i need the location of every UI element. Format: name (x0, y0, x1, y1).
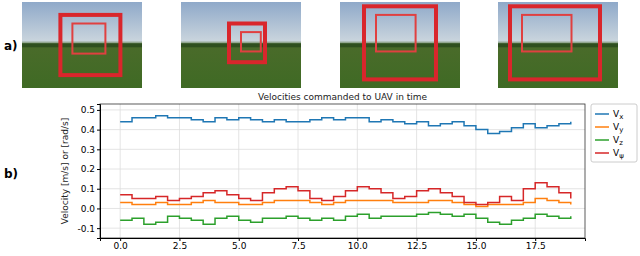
tick-mark (97, 189, 100, 190)
legend-label: Vψ (613, 148, 624, 160)
legend-swatch (595, 139, 609, 141)
x-tick: 7.5 (291, 238, 305, 251)
photo (22, 2, 142, 88)
x-tick: 10.0 (348, 238, 368, 251)
photo (181, 2, 301, 88)
legend-swatch (595, 113, 609, 115)
tick-label: -0.1 (77, 224, 95, 234)
legend-box (591, 104, 637, 162)
y-tick: 0.5 (81, 105, 100, 115)
gate-frame (72, 24, 105, 54)
photo (340, 2, 460, 88)
tick-label: 2.5 (173, 241, 187, 251)
x-tick: 2.5 (173, 238, 187, 251)
x-tick: 15.0 (466, 238, 486, 251)
legend-label: Vy (613, 122, 623, 134)
x-tick: 12.5 (407, 238, 427, 251)
y-tick: 0.0 (81, 204, 100, 214)
gate-frame (522, 15, 572, 52)
x-tick: 0.0 (113, 238, 128, 251)
tick-label: 0.0 (113, 241, 128, 251)
tick-mark (97, 130, 100, 131)
gate-frame (60, 15, 120, 75)
photo-background (22, 2, 142, 88)
tick-label: 0.3 (81, 145, 95, 155)
axis-line (97, 105, 101, 239)
tree-line (22, 43, 142, 47)
tick-mark (97, 149, 100, 150)
grid-line (120, 104, 121, 238)
y-tick: -0.1 (77, 224, 100, 234)
series-line (120, 212, 571, 224)
series-line (120, 199, 571, 207)
photo-background (498, 2, 618, 88)
x-tick: 5.0 (232, 238, 247, 251)
y-tick: 0.2 (81, 164, 100, 174)
tick-label: 12.5 (407, 241, 427, 251)
legend-swatch (595, 152, 609, 154)
x-axis: 0.0 2.5 5.0 7.5 10.0 12.5 15.0 17.5 (101, 238, 586, 251)
photo (498, 2, 618, 88)
plot-area (120, 116, 571, 224)
panel-label: b) (4, 167, 18, 181)
tree-line (340, 43, 460, 47)
photos (22, 2, 618, 88)
y-tick: 0.4 (81, 125, 100, 135)
chart-title: Velocities commanded to UAV in time (258, 92, 428, 102)
gate-frame (376, 15, 416, 52)
tick-mark (97, 208, 100, 209)
gate-frame (364, 6, 436, 79)
tick-label: 5.0 (232, 241, 247, 251)
tick-label: 0.0 (81, 204, 96, 214)
grid-line (100, 129, 585, 130)
tick-label: 0.2 (81, 164, 95, 174)
tick-label: 0.1 (81, 184, 95, 194)
grid (100, 104, 585, 238)
tick-label: 10.0 (348, 241, 368, 251)
y-axis-label: Velocity [m/s] or [rad/s] (60, 118, 70, 224)
tick-mark (97, 169, 100, 170)
tick-label: 7.5 (291, 241, 305, 251)
gate-frame (510, 6, 600, 79)
gate-frame (229, 24, 265, 63)
grid-line (100, 149, 585, 150)
tick-label: 17.5 (526, 241, 546, 251)
panel-label: a) (4, 39, 18, 53)
tick-label: 0.5 (81, 105, 95, 115)
legend: VxVyVzVψ (591, 104, 637, 162)
legend-swatch (595, 126, 609, 128)
series-line (120, 183, 571, 205)
grid-line (100, 169, 585, 170)
grid-line (100, 208, 585, 209)
y-tick: 0.1 (81, 184, 100, 194)
grid-line (357, 104, 358, 238)
x-tick: 17.5 (526, 238, 546, 251)
gate-frame (241, 32, 261, 51)
legend-label: Vz (613, 135, 623, 147)
figure: a)b)0.02.55.07.510.012.515.017.5-0.10.00… (0, 0, 640, 256)
photo-background (181, 2, 301, 88)
plot-frame (100, 104, 585, 238)
tick-label: 15.0 (466, 241, 486, 251)
photo-background (340, 2, 460, 88)
grid-line (100, 109, 585, 110)
y-axis: -0.1 0.0 0.1 0.2 0.3 0.4 0.5 (77, 105, 100, 239)
grid-line (100, 188, 585, 189)
series-line (120, 116, 571, 134)
grid-line (100, 228, 585, 229)
tick-mark (97, 228, 100, 229)
y-tick: 0.3 (81, 145, 100, 155)
tick-mark (97, 110, 100, 111)
legend-label: Vx (613, 109, 623, 121)
tick-label: 0.4 (81, 125, 96, 135)
